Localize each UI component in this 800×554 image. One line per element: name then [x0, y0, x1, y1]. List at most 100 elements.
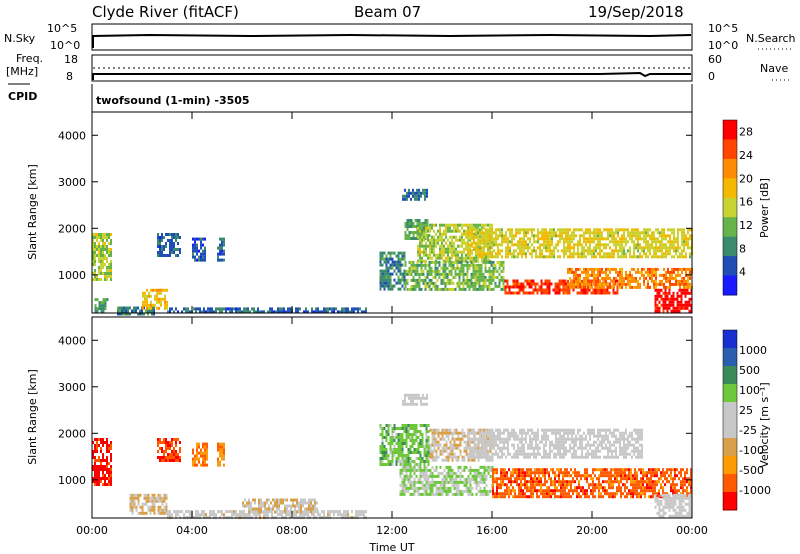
- velocity-cell: [475, 449, 477, 453]
- velocity-cell: [459, 452, 462, 456]
- velocity-cell: [96, 444, 98, 447]
- velocity-cell: [284, 507, 286, 511]
- power-cell: [653, 234, 655, 238]
- velocity-cell: [587, 428, 589, 432]
- velocity-cell: [165, 502, 168, 506]
- power-cell: [635, 234, 637, 238]
- velocity-cell: [305, 513, 307, 517]
- power-cell: [395, 266, 398, 270]
- velocity-cell: [213, 510, 215, 514]
- power-cell: [655, 279, 657, 283]
- power-cell: [492, 287, 495, 291]
- power-cell: [599, 282, 601, 286]
- velocity-cell: [419, 451, 422, 454]
- velocity-cell: [443, 428, 446, 432]
- power-cell: [416, 266, 419, 270]
- velocity-cell: [453, 437, 456, 441]
- power-cell: [435, 232, 437, 236]
- velocity-cell: [96, 477, 98, 480]
- power-cell: [584, 288, 587, 292]
- power-cell: [501, 240, 503, 244]
- velocity-cell: [427, 486, 430, 490]
- power-cell: [501, 237, 503, 241]
- power-cell: [599, 273, 601, 277]
- power-cell: [641, 270, 643, 274]
- power-cell: [401, 272, 404, 276]
- velocity-cell: [329, 513, 331, 517]
- power-cell: [544, 288, 547, 292]
- power-cell: [529, 252, 531, 256]
- velocity-cell: [177, 459, 179, 462]
- velocity-cell: [517, 455, 519, 459]
- velocity-cell: [192, 463, 194, 467]
- power-cell: [431, 238, 433, 242]
- power-cell: [656, 297, 659, 301]
- power-cell: [94, 263, 96, 266]
- power-cell: [391, 266, 394, 270]
- velocity-cell: [425, 460, 428, 463]
- velocity-cell: [100, 465, 102, 468]
- velocity-cell: [159, 505, 162, 509]
- power-cell: [577, 252, 579, 256]
- velocity-cell: [499, 449, 501, 453]
- velocity-cell: [248, 498, 250, 502]
- power-cell: [417, 235, 419, 239]
- velocity-cell: [147, 505, 150, 509]
- power-cell: [223, 237, 225, 241]
- power-cell: [563, 240, 565, 244]
- power-cell: [451, 253, 453, 257]
- power-cell: [667, 246, 669, 250]
- velocity-cell: [403, 474, 406, 478]
- power-cell: [475, 241, 477, 245]
- velocity-cell: [453, 443, 456, 447]
- velocity-cell: [449, 471, 452, 475]
- power-cell: [441, 241, 443, 245]
- power-cell: [440, 266, 443, 270]
- power-cell: [408, 260, 411, 264]
- velocity-cell: [527, 446, 529, 450]
- power-cell: [171, 251, 173, 254]
- power-cell: [517, 231, 519, 235]
- velocity-cell: [248, 507, 250, 511]
- power-cell: [397, 269, 400, 273]
- power-cell: [689, 255, 691, 259]
- velocity-cell: [383, 427, 386, 430]
- velocity-cell: [311, 513, 313, 517]
- velocity-cell: [557, 449, 559, 453]
- power-cell: [412, 275, 415, 279]
- velocity-cell: [573, 443, 575, 447]
- power-cell: [506, 285, 509, 289]
- velocity-cell: [92, 453, 94, 456]
- velocity-cell: [465, 434, 468, 438]
- power-cell: [571, 282, 573, 286]
- velocity-cell: [509, 431, 511, 435]
- power-cell: [474, 272, 477, 276]
- velocity-cell: [381, 457, 384, 460]
- power-cell: [587, 252, 589, 256]
- power-cell: [529, 237, 531, 241]
- power-cell: [545, 237, 547, 241]
- power-cell: [516, 279, 519, 283]
- power-cell: [627, 234, 629, 238]
- power-cell: [675, 249, 677, 253]
- power-cell: [653, 270, 655, 274]
- power-cell: [465, 244, 467, 248]
- power-cell: [194, 258, 196, 262]
- velocity-cell: [431, 471, 434, 475]
- velocity-cell: [577, 437, 579, 441]
- velocity-cell: [445, 474, 448, 478]
- velocity-cell: [271, 510, 273, 514]
- power-cell: [465, 232, 467, 236]
- power-cell: [600, 291, 603, 295]
- power-cell: [666, 291, 669, 295]
- power-cell: [393, 263, 396, 267]
- velocity-cell: [441, 449, 444, 453]
- velocity-cell: [501, 431, 503, 435]
- power-cell: [449, 250, 451, 254]
- velocity-cell: [407, 463, 410, 466]
- power-cell: [613, 267, 615, 271]
- power-cell: [621, 237, 623, 241]
- power-cell: [517, 228, 519, 232]
- velocity-cell: [278, 507, 280, 511]
- power-cell: [673, 270, 675, 274]
